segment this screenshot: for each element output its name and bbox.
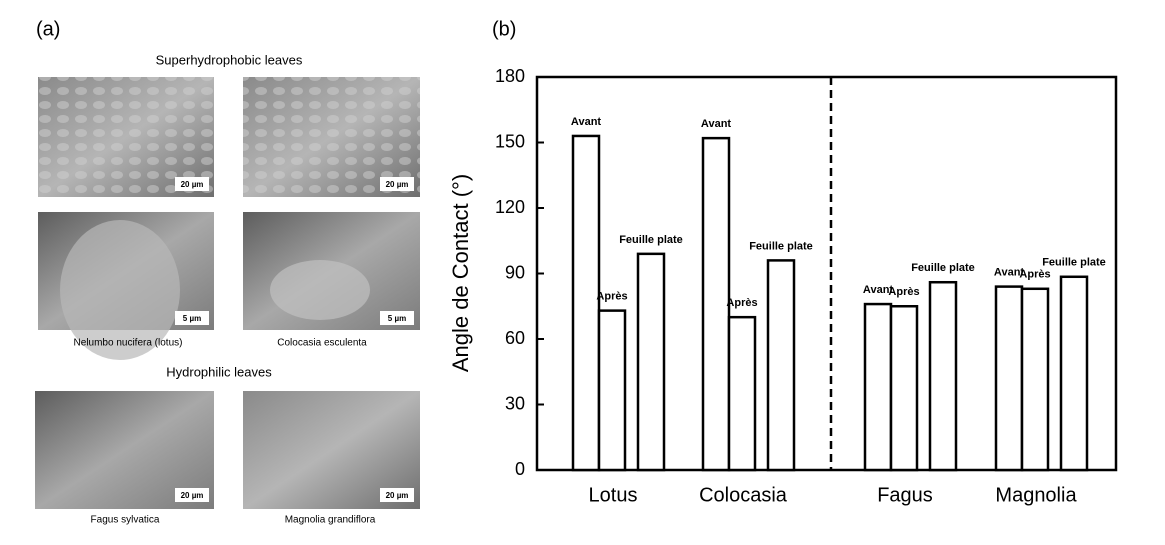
panel-label: (b) <box>492 18 516 40</box>
y-tick-label: 150 <box>495 131 525 151</box>
x-tick-label: Colocasia <box>699 484 788 506</box>
bar-label: Avant <box>701 118 731 130</box>
bar-label: Avant <box>994 267 1024 279</box>
caption: Fagus sylvatica <box>91 515 160 526</box>
y-tick-label: 30 <box>505 393 525 413</box>
x-tick-label: Fagus <box>877 484 933 506</box>
caption: Nelumbo nucifera (lotus) <box>74 338 183 349</box>
bar-label: Après <box>596 291 627 303</box>
micrographs <box>35 77 420 509</box>
x-tick-label: Magnolia <box>995 484 1077 506</box>
bar <box>727 315 757 472</box>
y-axis-label: Angle de Contact (°) <box>448 174 473 372</box>
bar-label: Après <box>726 297 757 309</box>
scale-bar: 20 µm <box>386 180 409 189</box>
y-tick-label: 60 <box>505 328 525 348</box>
x-tick-label: Lotus <box>589 484 638 506</box>
bar <box>994 285 1024 472</box>
scale-bar: 20 µm <box>181 180 204 189</box>
y-tick-label: 180 <box>495 66 525 86</box>
scale-bar: 5 µm <box>183 314 201 323</box>
bar-label: Feuille plate <box>619 234 683 246</box>
bar-label: Avant <box>571 116 601 128</box>
bar <box>1020 287 1050 472</box>
bar-label: Feuille plate <box>911 262 975 274</box>
scale-bar: 5 µm <box>388 314 406 323</box>
bar <box>571 134 601 472</box>
scale-bar: 20 µm <box>386 491 409 500</box>
bar <box>889 305 919 472</box>
bar <box>766 259 796 472</box>
y-tick-label: 90 <box>505 262 525 282</box>
bar-label: Après <box>1019 269 1050 281</box>
caption: Colocasia esculenta <box>277 338 367 349</box>
bar <box>1059 275 1089 472</box>
bar <box>636 252 666 472</box>
group-title: Superhydrophobic leaves <box>156 52 303 67</box>
bar-label: Après <box>888 286 919 298</box>
caption: Magnolia grandiflora <box>285 515 376 526</box>
scale-bar: 20 µm <box>181 491 204 500</box>
bar-label: Feuille plate <box>1042 257 1106 269</box>
bar-label: Feuille plate <box>749 240 813 252</box>
bar <box>863 302 893 472</box>
group-title: Hydrophilic leaves <box>166 364 272 379</box>
bar <box>928 280 958 472</box>
panel-label: (a) <box>36 18 60 40</box>
y-tick-label: 0 <box>515 459 525 479</box>
bar <box>597 309 627 472</box>
bar <box>701 136 731 472</box>
y-tick-label: 120 <box>495 197 525 217</box>
bar-label: Avant <box>863 284 893 296</box>
